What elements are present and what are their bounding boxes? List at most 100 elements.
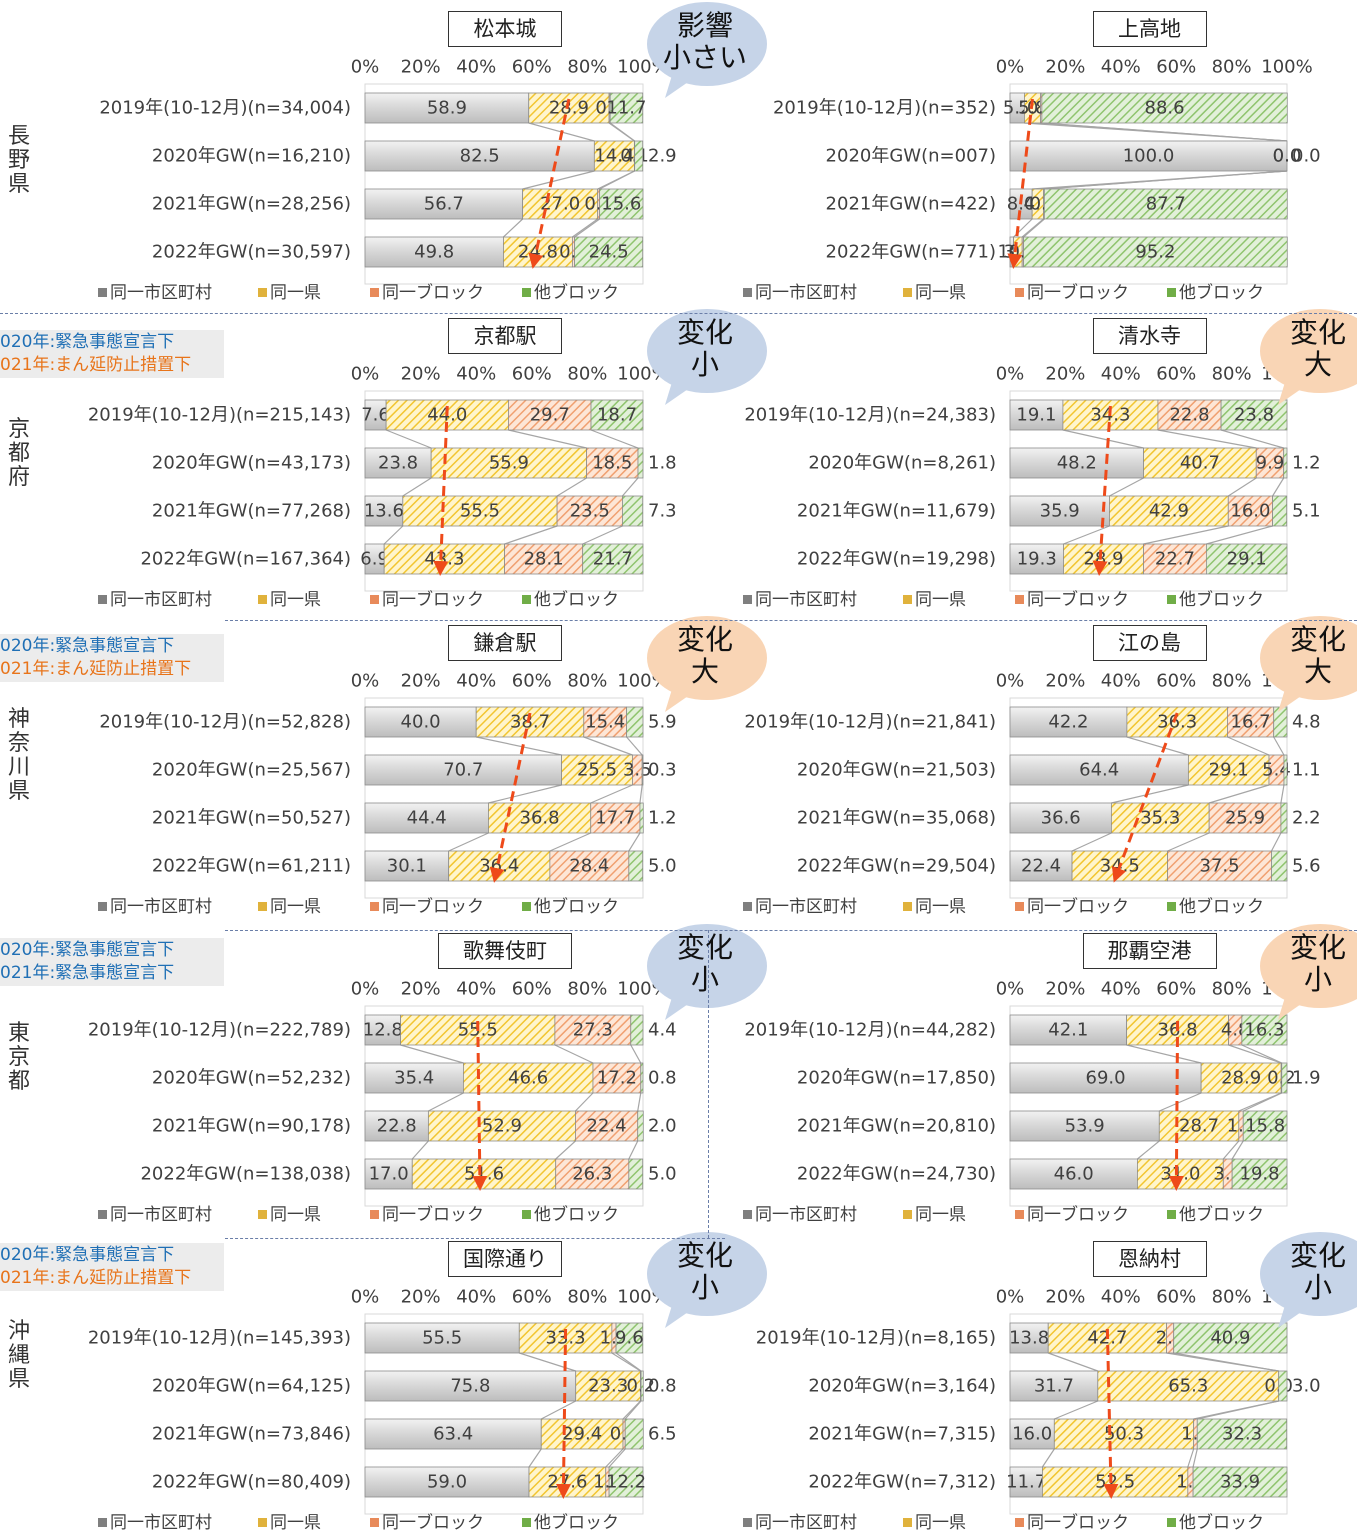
legend-swatch xyxy=(522,902,531,911)
bar-segment xyxy=(1043,188,1288,220)
legend-swatch xyxy=(743,1518,752,1527)
data-label: 19.1 xyxy=(1016,405,1056,426)
legend-swatch xyxy=(1015,1518,1024,1527)
category-label: 2019年(10-12月)(n=24,383) xyxy=(744,405,996,426)
series-connector-line xyxy=(1220,429,1284,449)
legend-swatch xyxy=(522,288,531,297)
data-label: 21.7 xyxy=(593,549,633,570)
callout-bubble: 変化大 xyxy=(645,616,769,712)
data-label: 36.6 xyxy=(1041,808,1081,829)
legend-label: 同一市区町村 xyxy=(110,897,212,917)
bar-segment xyxy=(641,754,644,786)
bar-segment xyxy=(364,706,477,738)
data-label: 1.8 xyxy=(648,453,677,474)
bar-segment xyxy=(575,1110,639,1142)
series-connector-line xyxy=(504,525,558,545)
data-label: 4.8 xyxy=(1292,712,1321,733)
legend-swatch xyxy=(98,1210,107,1219)
axis-tick-label: 0% xyxy=(996,671,1025,692)
callout-bubble: 影響 小さい xyxy=(645,2,769,98)
bar-segment xyxy=(590,399,644,431)
status-note: 020年:緊急事態宣言下 021年:まん延防止措置下 xyxy=(0,1243,224,1291)
legend-label: 同一市区町村 xyxy=(110,1513,212,1533)
legend-label: 同一市区町村 xyxy=(755,1513,857,1533)
data-label: 65.3 xyxy=(1168,1376,1208,1397)
legend-swatch xyxy=(258,1518,267,1527)
data-label: 1.2 xyxy=(648,808,677,829)
category-label: 2020年GW(n=52,232) xyxy=(152,1068,351,1089)
legend-label: 同一市区町村 xyxy=(755,590,857,610)
category-label: 2019年(10-12月)(n=8,165) xyxy=(756,1328,996,1349)
series-connector-line xyxy=(615,1352,642,1372)
data-label: 56.7 xyxy=(424,194,464,215)
category-label: 2021年GW(n=422) xyxy=(826,194,996,215)
bar-segment xyxy=(561,754,633,786)
note-line-2021: 021年:まん延防止措置下 xyxy=(0,659,192,679)
axis-tick-label: 60% xyxy=(512,1287,552,1308)
data-label: 82.5 xyxy=(460,146,500,167)
axis-tick-label: 0% xyxy=(351,1287,380,1308)
axis-tick-label: 80% xyxy=(567,364,607,385)
data-label: 13.8 xyxy=(1009,1328,1049,1349)
data-label: 15.6 xyxy=(601,194,641,215)
series-connector-line xyxy=(611,1352,641,1372)
axis-tick-label: 20% xyxy=(401,57,441,78)
axis-tick-label: 20% xyxy=(1045,57,1085,78)
data-label: 7.6 xyxy=(361,405,390,426)
category-label: 2021年GW(n=90,178) xyxy=(152,1116,351,1137)
trend-arrow xyxy=(489,712,532,883)
series-connector-line xyxy=(1273,736,1285,756)
callout-shape xyxy=(1260,616,1357,712)
legend-swatch xyxy=(370,1518,379,1527)
note-line-2020: 020年:緊急事態宣言下 xyxy=(0,940,175,960)
data-label: 40.0 xyxy=(401,712,441,733)
data-label: 28.9 xyxy=(1083,549,1123,570)
series-connector-line xyxy=(574,218,600,238)
legend-swatch xyxy=(1015,1210,1024,1219)
bar-segment xyxy=(364,1370,577,1402)
series-connector-line xyxy=(572,218,599,238)
callout-shape xyxy=(647,1232,767,1328)
data-label: 26.3 xyxy=(572,1164,612,1185)
bar-segment xyxy=(1241,1014,1288,1046)
trend-arrow xyxy=(472,1020,488,1191)
bar-segment xyxy=(1009,1110,1160,1142)
callout-shape xyxy=(647,2,767,98)
legend-label: 同一ブロック xyxy=(382,896,484,917)
bar-segment xyxy=(1009,1014,1128,1046)
legend-label: 同一市区町村 xyxy=(110,590,212,610)
plot-area xyxy=(364,1313,644,1515)
plot-area xyxy=(1009,390,1288,592)
trend-arrow xyxy=(556,1328,572,1499)
callout-text: 影響 小さい xyxy=(662,9,747,74)
series-connector-line xyxy=(630,1044,642,1064)
column-divider xyxy=(708,930,709,1238)
data-label: 1.1 xyxy=(1292,760,1321,781)
axis-tick-label: 80% xyxy=(1212,1287,1252,1308)
category-label: 2022年GW(n=30,597) xyxy=(152,242,351,263)
bar-segment xyxy=(586,447,639,479)
data-label: 16.0 xyxy=(1230,501,1270,522)
prefecture-label: 京都府 xyxy=(7,417,30,490)
series-connector-line xyxy=(528,1448,542,1468)
axis-tick-label: 0% xyxy=(996,57,1025,78)
plot-area xyxy=(1009,1313,1288,1515)
data-label: 0.8 xyxy=(648,1068,677,1089)
data-label: 29.4 xyxy=(562,1424,602,1445)
chart-title: 鎌倉駅 xyxy=(448,625,562,661)
axis-tick-label: 0% xyxy=(351,671,380,692)
data-label: 75.8 xyxy=(450,1376,490,1397)
series-connector-line xyxy=(639,784,643,804)
series-connector-line xyxy=(1137,1140,1160,1160)
category-label: 2019年(10-12月)(n=44,282) xyxy=(744,1020,996,1041)
legend-swatch xyxy=(743,288,752,297)
bar-segment xyxy=(1192,1466,1288,1498)
series-connector-line xyxy=(608,1448,626,1468)
series-connector-line xyxy=(621,477,639,497)
data-label: 55.9 xyxy=(489,453,529,474)
legend-swatch xyxy=(98,288,107,297)
series-connector-line xyxy=(609,122,636,142)
data-label: 4.4 xyxy=(648,1020,677,1041)
series-connector-line xyxy=(1159,1092,1202,1112)
series-connector-line xyxy=(599,170,635,190)
